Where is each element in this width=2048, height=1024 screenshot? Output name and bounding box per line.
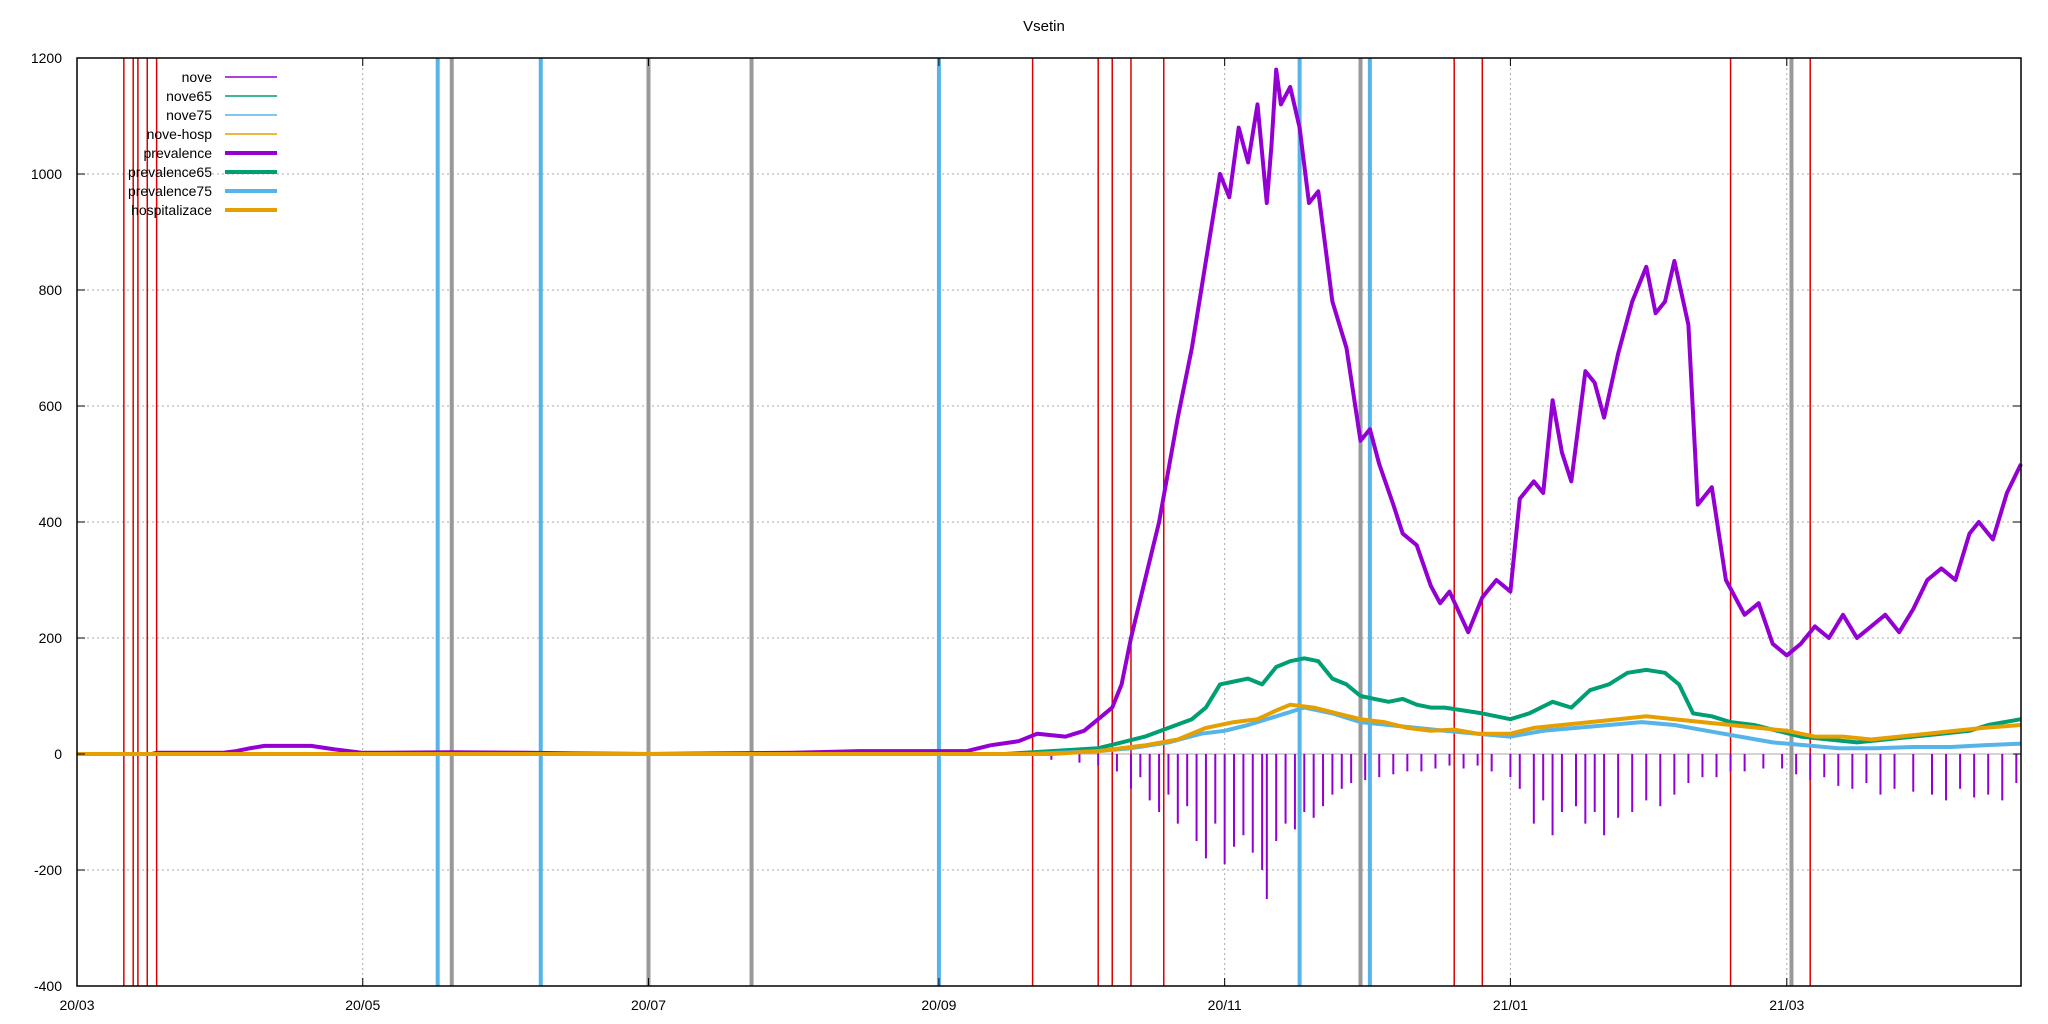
y-tick-label: 400 [39, 514, 63, 530]
chart-title: Vsetin [1023, 18, 1065, 35]
y-tick-label: -200 [34, 862, 62, 878]
legend-label-nove75: nove75 [166, 107, 212, 123]
y-tick-label: -400 [34, 978, 62, 994]
legend-label-prevalence75: prevalence75 [128, 183, 212, 199]
y-tick-label: 0 [54, 746, 62, 762]
x-tick-label: 21/03 [1769, 997, 1804, 1013]
legend-label-hospitalizace: hospitalizace [131, 202, 212, 218]
x-tick-label: 20/05 [345, 997, 380, 1013]
series-line-hospitalizace [77, 702, 2022, 756]
x-tick-label: 21/01 [1493, 997, 1528, 1013]
legend-label-prevalence65: prevalence65 [128, 164, 212, 180]
series-line-prevalence [77, 67, 2023, 756]
legend-label-nove65: nove65 [166, 88, 212, 104]
axis-ticks: -400 -200 0 200 400 600 800 1000 1200 20/03 20/05 2… [31, 50, 2021, 1013]
x-tick-label: 20/11 [1208, 997, 1242, 1013]
y-tick-label: 800 [39, 282, 63, 298]
series-line-prevalence65 [77, 656, 2022, 756]
y-tick-label: 1000 [31, 166, 62, 182]
vertical-marker-lines [123, 58, 1811, 986]
y-tick-label: 600 [39, 398, 63, 414]
x-tick-label: 20/03 [59, 997, 94, 1013]
y-tick-label: 200 [39, 630, 63, 646]
series-lines [77, 67, 2023, 756]
legend-label-prevalence: prevalence [144, 145, 213, 161]
x-tick-label: 20/09 [921, 997, 956, 1013]
legend: nove nove65 nove75 nove-hosp prevalence preva… [128, 69, 277, 218]
legend-label-nove: nove [182, 69, 213, 85]
daily-bars [1050, 754, 2018, 899]
y-tick-label: 1200 [31, 50, 62, 66]
legend-label-nove-hosp: nove-hosp [147, 126, 213, 142]
x-tick-label: 20/07 [631, 997, 666, 1013]
